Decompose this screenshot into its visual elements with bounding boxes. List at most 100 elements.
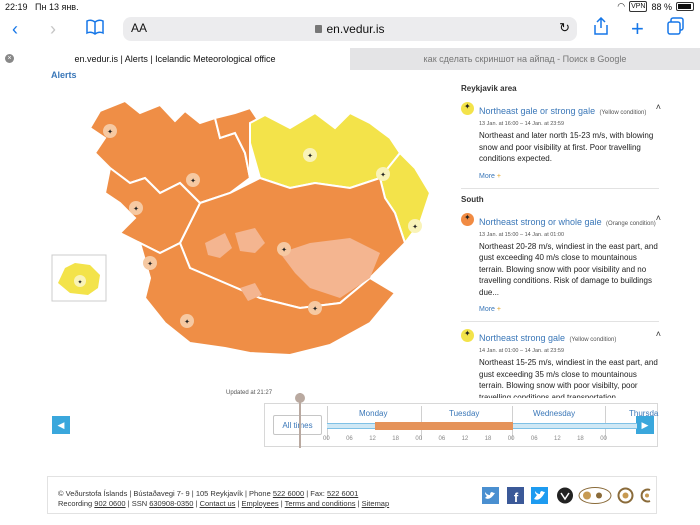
day-label-tuesday[interactable]: Tuesday	[449, 409, 480, 418]
close-tab-icon[interactable]: ×	[5, 54, 14, 63]
svg-text:✦: ✦	[147, 260, 153, 268]
partner-logo-icon[interactable]	[617, 487, 634, 504]
employees-link[interactable]: Employees	[241, 499, 279, 508]
alert-time: 13 Jan. at 16:00 – 14 Jan. at 23:59	[479, 121, 565, 127]
alert-marker-icon[interactable]: ✦	[277, 242, 291, 256]
wifi-icon: ◠	[617, 1, 626, 11]
svg-text:✦: ✦	[77, 279, 82, 286]
alert-condition: (Yellow condition)	[599, 110, 647, 116]
terms-link[interactable]: Terms and conditions	[284, 499, 356, 508]
alert-marker-icon[interactable]: ✦	[376, 167, 390, 181]
bookmarks-icon[interactable]	[86, 17, 104, 41]
twitter-bird-icon[interactable]	[482, 487, 499, 504]
svg-text:✦: ✦	[184, 318, 190, 326]
recording-link[interactable]: 902 0600	[94, 499, 126, 508]
day-label-wednesday[interactable]: Wednesday	[533, 409, 576, 418]
chevron-up-icon[interactable]: ˄	[655, 329, 661, 339]
page-title: Alerts	[51, 70, 77, 80]
footer-links: Recording 902 0600 | SSN 630908-0350 | C…	[58, 499, 390, 508]
phone-link[interactable]: 522 6000	[272, 489, 305, 498]
svg-text:✦: ✦	[281, 246, 287, 254]
alert-marker-icon[interactable]: ✦	[408, 219, 422, 233]
tab-vedur[interactable]: × en.vedur.is | Alerts | Icelandic Meteo…	[0, 48, 350, 70]
svg-text:✦: ✦	[312, 305, 318, 313]
glacier-myrdalsjokull	[240, 283, 262, 301]
region-south[interactable]	[138, 241, 397, 357]
alert-condition: (Yellow condition)	[569, 337, 617, 343]
timeline-tick-label: 06	[346, 436, 353, 442]
timeline-prev-button[interactable]: ◀	[52, 416, 70, 434]
plus-icon: +	[496, 172, 501, 180]
battery-percent: 88 %	[651, 1, 672, 12]
alert-marker-icon[interactable]: ✦	[74, 275, 86, 287]
twitter-icon[interactable]	[531, 487, 548, 504]
chevron-up-icon[interactable]: ˄	[655, 212, 661, 223]
timeline-tick-label: 00	[323, 436, 330, 442]
alert-marker-icon[interactable]: ✦	[180, 314, 194, 328]
wind-warning-icon	[461, 329, 474, 342]
partner-logo-icon[interactable]	[578, 487, 612, 504]
forward-icon[interactable]: ›	[50, 19, 56, 39]
battery-icon	[676, 2, 694, 11]
alert-marker-icon[interactable]: ✦	[186, 173, 200, 187]
tab-google[interactable]: как сделать скриншот на айпад - Поиск в …	[350, 48, 700, 70]
alert-time: 14 Jan. at 01:00 – 14 Jan. at 23:59	[479, 348, 565, 354]
partner-logo-icon[interactable]	[638, 487, 655, 504]
timeline-tick-label: 00	[600, 436, 607, 442]
facebook-icon[interactable]: f	[507, 487, 524, 504]
alert-text: Northeast and later north 15-23 m/s, wit…	[479, 131, 654, 163]
alert-marker-icon[interactable]: ✦	[303, 148, 317, 162]
svg-text:✦: ✦	[412, 223, 418, 231]
sitemap-link[interactable]: Sitemap	[361, 499, 390, 508]
timeline-tick-label: 18	[577, 436, 584, 442]
more-link[interactable]: More +	[479, 306, 501, 313]
day-label-monday[interactable]: Monday	[359, 409, 388, 418]
new-tab-icon[interactable]: +	[631, 16, 644, 41]
url-text[interactable]: en.vedur.is	[123, 22, 577, 36]
region-heading: South	[461, 194, 484, 204]
alert-marker-icon[interactable]: ✦	[103, 124, 117, 138]
footer-address: © Veðurstofa Íslands | Bústaðavegi 7- 9 …	[58, 489, 359, 498]
day-label-thursday[interactable]: Thursda	[629, 409, 659, 418]
alert-condition: (Orange condition)	[606, 220, 656, 227]
alerts-panel[interactable]: Reykjavik area ˄ Northeast gale or stron…	[455, 78, 665, 398]
share-icon[interactable]	[594, 16, 608, 41]
alert-title[interactable]: Northeast gale or strong gale	[479, 106, 596, 116]
timeline-tick-label: 12	[461, 436, 469, 442]
all-times-button[interactable]: All times	[273, 415, 322, 435]
alert-item[interactable]: ˄ Northeast strong or whole gale (Orange…	[455, 212, 665, 313]
address-bar[interactable]: AA en.vedur.is ↻	[123, 17, 577, 41]
contact-link[interactable]: Contact us	[199, 499, 236, 508]
more-link[interactable]: More +	[479, 172, 501, 180]
timeline-next-button[interactable]: ▶	[636, 416, 654, 434]
fax-link[interactable]: 522 6001	[326, 489, 359, 498]
iceland-alert-map[interactable]: ✦ ✦ ✦ ✦ ✦ ✦ ✦ ✦ ✦ ✦ ✦	[50, 83, 440, 373]
certification-badge-icon[interactable]	[555, 487, 575, 504]
status-time: 22:19	[5, 2, 28, 12]
status-date: Пн 13 янв.	[35, 2, 79, 12]
region-northwest[interactable]	[213, 106, 262, 179]
alert-marker-icon[interactable]: ✦	[143, 256, 157, 270]
timeline-tick-label: 12	[369, 436, 376, 442]
svg-text:✦: ✦	[307, 152, 313, 160]
reload-icon[interactable]: ↻	[559, 20, 570, 35]
wind-warning-icon	[461, 102, 474, 115]
lock-icon	[315, 25, 323, 33]
chevron-up-icon[interactable]: ˄	[655, 102, 661, 112]
timeline-slider-handle[interactable]	[295, 393, 305, 448]
back-icon[interactable]: ‹	[12, 19, 18, 39]
alert-item[interactable]: ˄ Northeast gale or strong gale (Yellow …	[455, 101, 665, 180]
alert-title[interactable]: Northeast strong or whole gale	[479, 216, 602, 227]
alert-marker-icon[interactable]: ✦	[308, 301, 322, 315]
browser-toolbar: ‹ › AA en.vedur.is ↻ +	[0, 14, 700, 44]
alert-period-bar	[375, 422, 513, 430]
tabs-overview-icon[interactable]	[667, 17, 685, 41]
alert-title[interactable]: Northeast strong gale	[479, 333, 566, 343]
reader-aa-button[interactable]: AA	[131, 21, 148, 35]
footer: © Veðurstofa Íslands | Bústaðavegi 7- 9 …	[47, 476, 657, 514]
alert-marker-icon[interactable]: ✦	[129, 201, 143, 215]
glacier-langjokull	[205, 233, 232, 258]
ssn-link[interactable]: 630908-0350	[149, 499, 194, 508]
alert-item[interactable]: ˄ Northeast strong gale (Yellow conditio…	[455, 328, 665, 398]
divider	[461, 187, 659, 189]
